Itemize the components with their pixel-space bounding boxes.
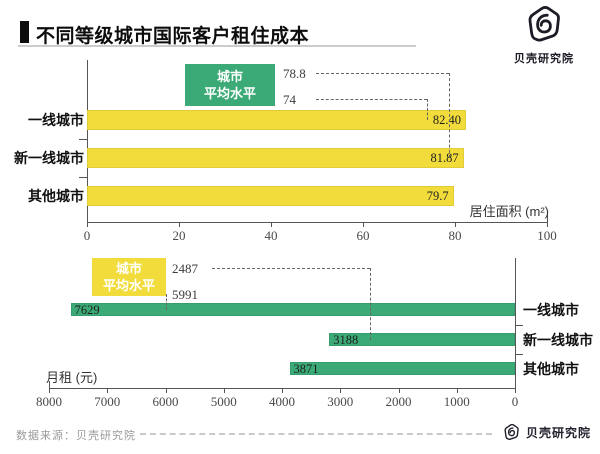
axis-tick-label: 1000 (443, 394, 470, 409)
reference-box-label-line: 城市 (115, 261, 142, 276)
axis-tick (282, 388, 283, 393)
axis-tick-label: 20 (172, 228, 186, 243)
data-source-text: 数据来源：贝壳研究院 (16, 430, 136, 442)
axis-tick-label: 40 (264, 228, 278, 243)
reference-value: 5991 (172, 287, 198, 302)
bar (329, 333, 515, 346)
brand-logo-text: 贝壳研究院 (514, 53, 574, 65)
axis-tick-label: 0 (83, 228, 91, 243)
axis-tick (340, 388, 342, 393)
axis-tick-label: 80 (448, 228, 462, 243)
bar-value-label: 81.87 (430, 151, 459, 165)
axis-tick-label: 8000 (36, 394, 62, 409)
brand-logo: 贝壳研究院 (498, 4, 590, 66)
reference-dash-vertical (449, 73, 451, 158)
reference-dash-vertical (427, 99, 429, 120)
bar-value-label: 7629 (74, 302, 100, 317)
category-label: 一线城市 (28, 112, 84, 128)
axis-tick-label: 100 (537, 228, 557, 243)
x-axis-label: 月租 (元) (46, 370, 98, 385)
axis-tick (515, 388, 516, 393)
bar (87, 110, 467, 130)
reference-box: 城市 平均水平 (185, 64, 275, 106)
category-tick (79, 177, 87, 178)
bar-value-label: 3871 (293, 361, 319, 376)
reference-value: 74 (283, 92, 296, 107)
axis-tick (547, 222, 548, 227)
reference-dash-vertical (370, 268, 372, 340)
axis-end-stub (49, 381, 50, 388)
category-label: 一线城市 (523, 301, 579, 318)
title-accent-bar (20, 21, 29, 43)
axis-tick (107, 388, 109, 393)
reference-box-label-line: 平均水平 (203, 86, 256, 101)
category-tick (79, 139, 87, 140)
axis-tick-label: 60 (356, 228, 370, 243)
reference-box: 城市 平均水平 (92, 258, 166, 296)
bar (70, 303, 515, 316)
bar-value-label: 79.7 (426, 189, 449, 203)
category-label: 新一线城市 (523, 331, 593, 348)
axis-tick (398, 388, 400, 393)
axis-tick-label: 5000 (210, 394, 237, 409)
header-divider (18, 45, 416, 47)
footer-brand-logo-text: 贝壳研究院 (526, 425, 592, 440)
axis-tick-label: 2000 (385, 394, 412, 409)
axis-tick (49, 388, 50, 393)
axis-end-stub (547, 215, 548, 222)
axis-tick (87, 222, 88, 227)
axis-tick-label: 6000 (152, 394, 179, 409)
footer-brand-logo: 贝壳研究院 (502, 423, 591, 441)
axis-tick-label: 4000 (269, 394, 295, 409)
category-label: 其他城市 (28, 188, 84, 204)
reference-box-label-line: 平均水平 (102, 278, 155, 293)
reference-dash-vertical (166, 294, 168, 310)
bar-value-label: 3188 (333, 332, 359, 347)
axis-tick-label: 7000 (94, 394, 121, 409)
reference-dash-horizontal (316, 99, 428, 100)
axis-tick (179, 222, 180, 227)
reference-dash-horizontal (212, 268, 371, 269)
footer-dashed-divider (140, 433, 492, 435)
beike-logo-icon (504, 423, 519, 440)
axis-tick (165, 388, 167, 393)
bar-value-label: 82.40 (432, 113, 462, 127)
axis-tick (455, 222, 456, 227)
axis-spine (515, 258, 516, 388)
x-axis-label: 居住面积 (m²) (469, 204, 549, 219)
axis-tick-label: 0 (511, 394, 519, 409)
reference-value: 2487 (172, 261, 198, 276)
axis-tick (271, 222, 272, 227)
category-tick (515, 354, 523, 355)
axis-tick (223, 388, 225, 393)
reference-box-label-line: 城市 (216, 69, 243, 84)
bar (87, 186, 454, 206)
category-label: 新一线城市 (14, 150, 84, 166)
category-label: 其他城市 (523, 360, 579, 377)
page-title: 不同等级城市国际客户租住成本 (36, 26, 310, 47)
axis-tick (456, 388, 458, 393)
reference-dash-horizontal (316, 73, 450, 74)
axis-tick (363, 222, 364, 227)
bar (289, 362, 515, 375)
beike-logo-icon (528, 6, 560, 42)
x-axis-line (87, 222, 547, 223)
category-tick (515, 324, 523, 326)
reference-value: 78.8 (283, 66, 306, 81)
axis-spine (87, 60, 88, 222)
axis-tick-label: 3000 (327, 394, 354, 409)
bar (87, 148, 464, 168)
